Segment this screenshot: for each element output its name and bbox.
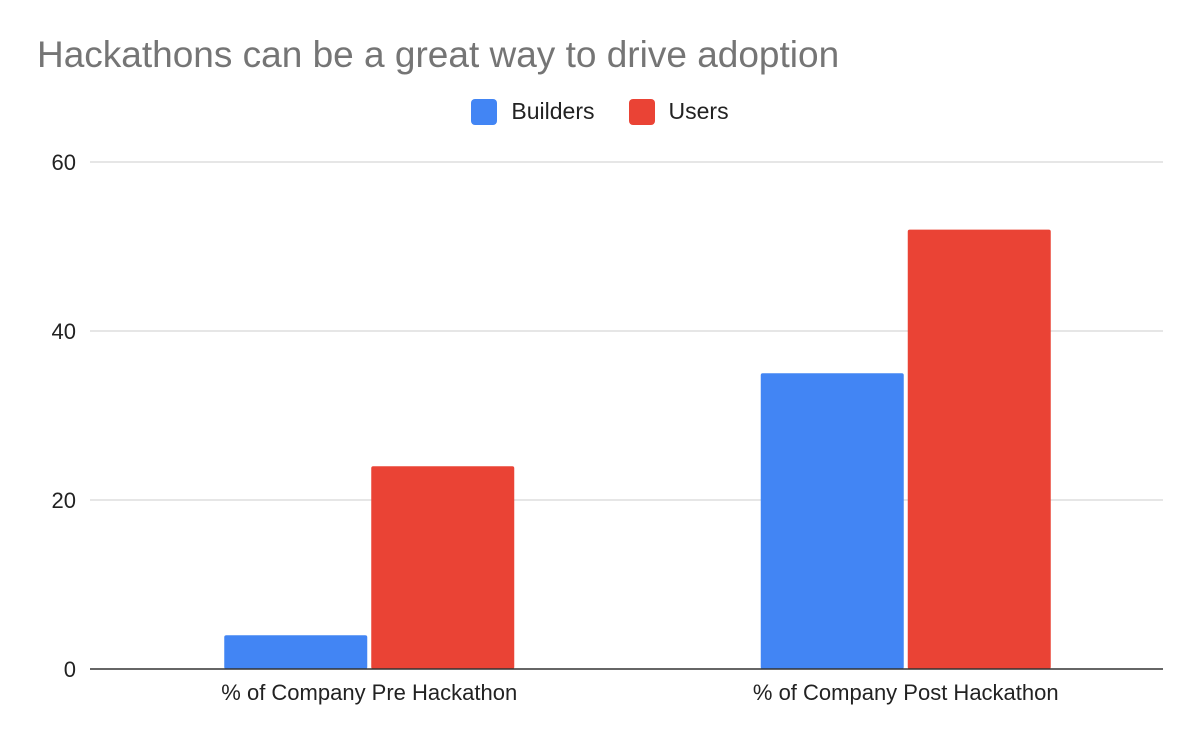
y-tick-label-40: 40 (52, 319, 76, 344)
bar-users-2 (907, 229, 1051, 669)
legend: Builders Users (0, 98, 1200, 125)
axes: 0 20 40 60 % of Company Pre Hackathon % of Co… (52, 150, 1163, 705)
chart-title: Hackathons can be a great way to drive a… (37, 34, 840, 75)
legend-item-builders[interactable]: Builders (471, 98, 595, 125)
legend-label-users: Users (668, 98, 729, 124)
legend-label-builders: Builders (511, 98, 595, 124)
x-tick-label-1: % of Company Pre Hackathon (221, 680, 517, 705)
legend-swatch-users (628, 98, 655, 125)
x-tick-label-2: % of Company Post Hackathon (753, 680, 1059, 705)
bar-builders-2 (760, 373, 904, 669)
bar-builders-1 (224, 635, 368, 669)
legend-item-users[interactable]: Users (628, 98, 729, 125)
bars (224, 229, 1051, 669)
y-tick-label-60: 60 (52, 150, 76, 175)
y-tick-label-20: 20 (52, 488, 76, 513)
legend-swatch-builders (471, 98, 498, 125)
bar-users-1 (371, 466, 515, 669)
y-tick-label-0: 0 (64, 657, 76, 682)
